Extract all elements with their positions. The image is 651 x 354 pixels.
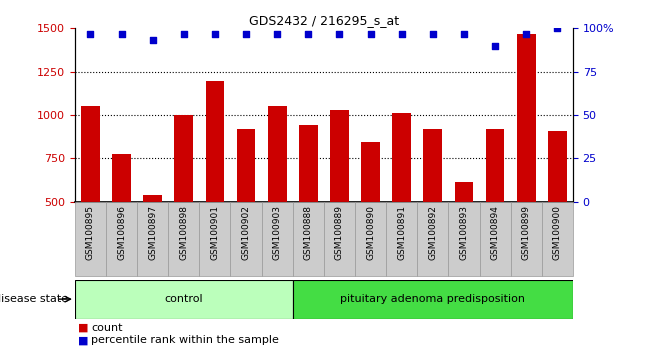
Bar [293,280,573,319]
Point [459,31,469,36]
Bar [542,202,573,276]
Point [396,31,407,36]
Bar [230,202,262,276]
Text: GSM100890: GSM100890 [366,205,375,261]
Bar [361,142,380,202]
Text: control: control [165,294,203,304]
Text: GSM100898: GSM100898 [179,205,188,261]
Bar [423,129,442,202]
Bar [174,115,193,202]
Point [521,31,531,36]
Bar [112,154,131,202]
Text: GSM100897: GSM100897 [148,205,157,261]
Text: ■: ■ [78,335,89,345]
Text: GSM100893: GSM100893 [460,205,469,261]
Point [241,31,251,36]
Text: GSM100891: GSM100891 [397,205,406,261]
Point [490,43,500,48]
Bar [199,202,230,276]
Text: percentile rank within the sample: percentile rank within the sample [91,335,279,345]
Bar [168,202,199,276]
Point [148,38,158,43]
Point [365,31,376,36]
Point [85,31,96,36]
Point [178,31,189,36]
Text: GSM100888: GSM100888 [304,205,313,261]
Bar [293,202,324,276]
Point [210,31,220,36]
Bar [237,129,255,202]
Bar [355,202,386,276]
Bar [449,202,480,276]
Bar [324,202,355,276]
Text: GSM100900: GSM100900 [553,205,562,261]
Bar [299,125,318,202]
Bar [262,202,293,276]
Bar [454,182,473,202]
Text: count: count [91,323,122,333]
Bar [206,81,224,202]
Text: ■: ■ [78,323,89,333]
Bar [417,202,449,276]
Bar [548,131,566,202]
Bar [480,202,510,276]
Text: GSM100895: GSM100895 [86,205,95,261]
Bar [486,129,505,202]
Point [552,25,562,31]
Point [117,31,127,36]
Text: disease state: disease state [0,294,68,304]
Bar [517,34,536,202]
Bar [106,202,137,276]
Bar [137,202,168,276]
Bar [510,202,542,276]
Bar [393,113,411,202]
Text: GSM100889: GSM100889 [335,205,344,261]
Bar [143,195,162,202]
Text: GSM100894: GSM100894 [491,205,499,261]
Point [334,31,344,36]
Bar [330,110,349,202]
Text: GSM100899: GSM100899 [521,205,531,261]
Point [428,31,438,36]
Text: GSM100896: GSM100896 [117,205,126,261]
Text: GSM100892: GSM100892 [428,205,437,261]
Point [272,31,283,36]
Bar [386,202,417,276]
Text: GSM100902: GSM100902 [242,205,251,261]
Text: GSM100901: GSM100901 [210,205,219,261]
Bar [75,280,293,319]
Title: GDS2432 / 216295_s_at: GDS2432 / 216295_s_at [249,14,399,27]
Bar [75,202,106,276]
Text: pituitary adenoma predisposition: pituitary adenoma predisposition [340,294,525,304]
Bar [81,105,100,202]
Point [303,31,314,36]
Bar [268,106,286,202]
Text: GSM100903: GSM100903 [273,205,282,261]
